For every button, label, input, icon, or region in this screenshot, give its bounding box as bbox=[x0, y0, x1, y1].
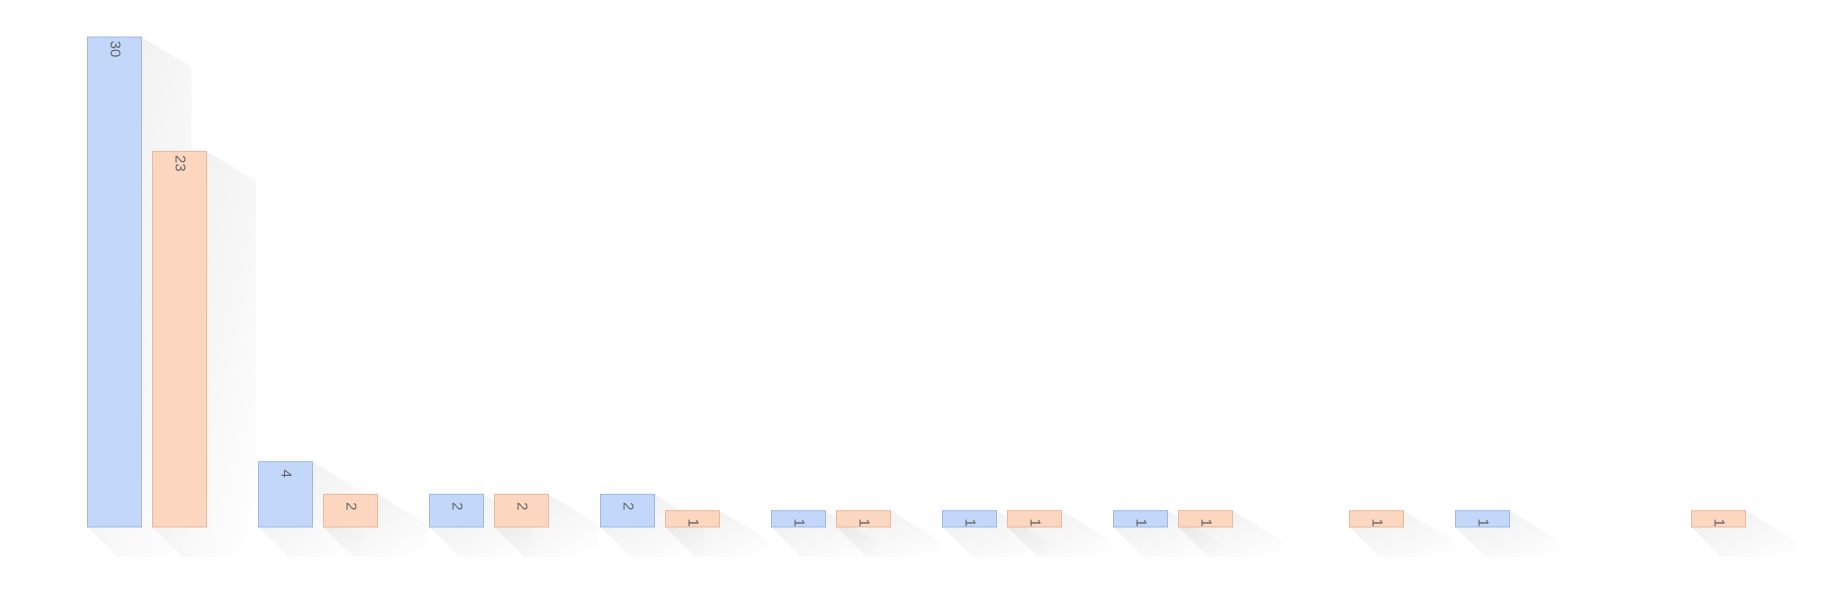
bar-shadow bbox=[1113, 510, 1218, 557]
bar bbox=[665, 510, 720, 528]
data-label: 1 bbox=[1198, 518, 1215, 526]
data-label: 23 bbox=[172, 155, 189, 172]
bar bbox=[87, 36, 142, 528]
bar-shadow bbox=[1007, 510, 1112, 557]
data-label: 1 bbox=[1027, 518, 1044, 526]
data-label: 2 bbox=[620, 502, 637, 510]
bar-shadow bbox=[836, 510, 941, 557]
bar-shadow bbox=[600, 494, 705, 557]
bar bbox=[771, 510, 826, 528]
bar bbox=[323, 493, 378, 528]
data-label: 4 bbox=[278, 469, 295, 477]
bar bbox=[942, 510, 997, 528]
bar bbox=[429, 493, 484, 528]
bar bbox=[836, 510, 891, 528]
data-label: 1 bbox=[1475, 518, 1492, 526]
data-label: 30 bbox=[107, 41, 124, 58]
bar bbox=[1455, 510, 1510, 528]
data-label: 1 bbox=[685, 518, 702, 526]
data-label: 1 bbox=[1133, 518, 1150, 526]
bar bbox=[600, 493, 655, 528]
bar bbox=[258, 461, 313, 528]
data-label: 2 bbox=[514, 502, 531, 510]
bar-shadow bbox=[323, 494, 428, 557]
data-label: 2 bbox=[449, 502, 466, 510]
bar-shadow bbox=[494, 494, 599, 557]
data-label: 2 bbox=[343, 502, 360, 510]
bar-shadow bbox=[1691, 510, 1796, 557]
bar-shadow bbox=[1349, 510, 1454, 557]
bar-shadow bbox=[771, 510, 876, 557]
bar-shadow bbox=[942, 510, 1047, 557]
bar bbox=[152, 150, 207, 528]
bar bbox=[1349, 510, 1404, 528]
bar bbox=[1113, 510, 1168, 528]
bar-shadow bbox=[152, 151, 257, 558]
data-label: 1 bbox=[856, 518, 873, 526]
bar-shadow bbox=[1455, 510, 1560, 557]
bar bbox=[494, 493, 549, 528]
bar bbox=[1691, 510, 1746, 528]
data-label: 1 bbox=[962, 518, 979, 526]
bar-shadow bbox=[665, 510, 770, 557]
bar bbox=[1178, 510, 1233, 528]
bar-shadow bbox=[1178, 510, 1283, 557]
data-label: 1 bbox=[1711, 518, 1728, 526]
data-label: 1 bbox=[1369, 518, 1386, 526]
data-label: 1 bbox=[791, 518, 808, 526]
bar bbox=[1007, 510, 1062, 528]
